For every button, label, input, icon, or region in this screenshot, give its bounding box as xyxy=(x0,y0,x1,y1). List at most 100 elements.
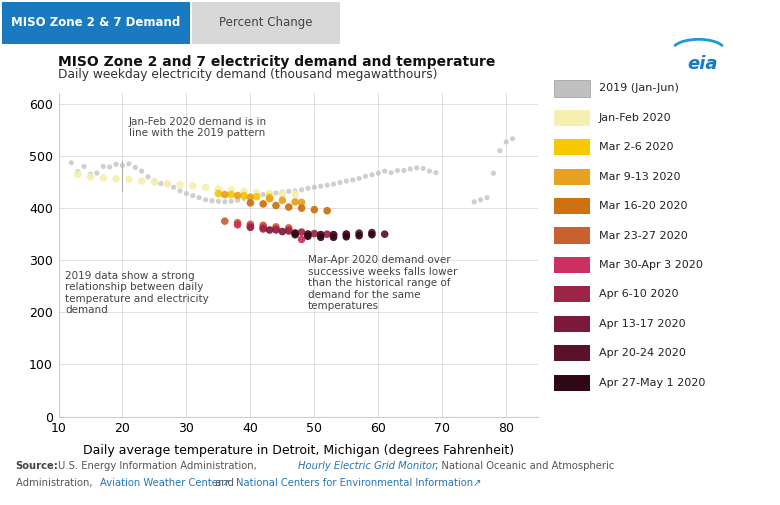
Point xyxy=(276,228,289,236)
Point xyxy=(430,169,442,177)
FancyBboxPatch shape xyxy=(555,139,590,156)
Text: Mar 23-27 2020: Mar 23-27 2020 xyxy=(599,231,687,240)
Text: eia: eia xyxy=(687,55,718,73)
Point xyxy=(250,188,263,196)
Point xyxy=(257,221,269,229)
Point xyxy=(78,163,90,171)
Point xyxy=(296,198,308,207)
Point xyxy=(340,177,353,185)
Point xyxy=(385,169,397,177)
Point xyxy=(424,167,436,175)
Point xyxy=(212,185,225,193)
Point xyxy=(244,223,257,231)
Point xyxy=(296,228,308,236)
Point xyxy=(238,187,250,195)
Point xyxy=(225,190,237,198)
Text: Mar-Apr 2020 demand over
successive weeks falls lower
than the historical range : Mar-Apr 2020 demand over successive week… xyxy=(308,255,457,312)
FancyBboxPatch shape xyxy=(555,286,590,302)
Point xyxy=(308,206,321,214)
Point xyxy=(186,182,199,190)
Point xyxy=(218,217,231,225)
Point xyxy=(270,189,282,197)
Point xyxy=(302,230,314,238)
Point xyxy=(308,230,321,238)
Text: Daily weekday electricity demand (thousand megawatthours): Daily weekday electricity demand (thousa… xyxy=(58,68,438,81)
Point xyxy=(276,190,289,198)
Point xyxy=(238,195,250,203)
Point xyxy=(302,184,314,192)
Point xyxy=(122,160,135,168)
Point xyxy=(270,225,282,233)
Point xyxy=(302,232,314,240)
Text: Apr 20-24 2020: Apr 20-24 2020 xyxy=(599,348,686,358)
Point xyxy=(314,231,327,239)
Point xyxy=(232,191,244,199)
Point xyxy=(282,224,295,232)
Point xyxy=(289,229,301,237)
Point xyxy=(122,175,135,183)
Point xyxy=(488,169,500,177)
Point xyxy=(244,193,257,201)
Point xyxy=(289,190,301,198)
FancyBboxPatch shape xyxy=(555,316,590,332)
Point xyxy=(289,198,301,206)
Point xyxy=(104,163,116,171)
Point xyxy=(148,176,161,184)
Point xyxy=(180,189,193,197)
Point xyxy=(244,222,257,230)
Point xyxy=(84,170,97,178)
Point xyxy=(264,195,276,203)
Point xyxy=(90,169,103,177)
Point xyxy=(257,190,269,198)
Point xyxy=(154,180,167,188)
Point xyxy=(264,226,276,234)
Point xyxy=(474,196,487,204)
Point xyxy=(212,189,225,197)
Point xyxy=(302,230,314,238)
Point xyxy=(200,196,212,204)
Point xyxy=(276,196,289,205)
Point xyxy=(410,164,423,172)
Point xyxy=(366,171,378,179)
FancyBboxPatch shape xyxy=(555,198,590,214)
Point xyxy=(328,231,340,239)
Point xyxy=(346,176,359,184)
Point xyxy=(328,231,340,239)
Point xyxy=(244,193,257,201)
Text: Mar 30-Apr 3 2020: Mar 30-Apr 3 2020 xyxy=(599,260,703,270)
Text: Percent Change: Percent Change xyxy=(219,16,313,29)
Point xyxy=(372,169,385,177)
Point xyxy=(250,192,263,200)
Point xyxy=(264,189,276,197)
Point xyxy=(282,226,295,234)
Point xyxy=(264,189,276,197)
Point xyxy=(116,161,129,169)
Point xyxy=(340,230,353,238)
Point xyxy=(282,203,295,211)
Text: Apr 6-10 2020: Apr 6-10 2020 xyxy=(599,289,679,299)
Point xyxy=(84,173,97,181)
Text: 2019 (Jan-Jun): 2019 (Jan-Jun) xyxy=(599,83,679,93)
Point xyxy=(296,235,308,243)
Point xyxy=(378,167,391,175)
Point xyxy=(270,226,282,234)
Text: Apr 27-May 1 2020: Apr 27-May 1 2020 xyxy=(599,378,705,388)
FancyBboxPatch shape xyxy=(192,3,340,44)
Point xyxy=(353,229,365,237)
Point xyxy=(296,186,308,194)
Point xyxy=(468,198,480,206)
Point xyxy=(238,191,250,199)
FancyBboxPatch shape xyxy=(555,227,590,243)
Point xyxy=(225,197,237,206)
FancyBboxPatch shape xyxy=(555,257,590,273)
Text: Mar 16-20 2020: Mar 16-20 2020 xyxy=(599,201,687,211)
Point xyxy=(206,197,218,205)
Point xyxy=(334,179,346,187)
Point xyxy=(72,168,84,176)
FancyBboxPatch shape xyxy=(2,3,190,44)
Point xyxy=(136,177,148,185)
Point xyxy=(257,223,269,231)
Point xyxy=(232,196,244,205)
Point xyxy=(366,229,378,237)
Point xyxy=(328,180,340,188)
